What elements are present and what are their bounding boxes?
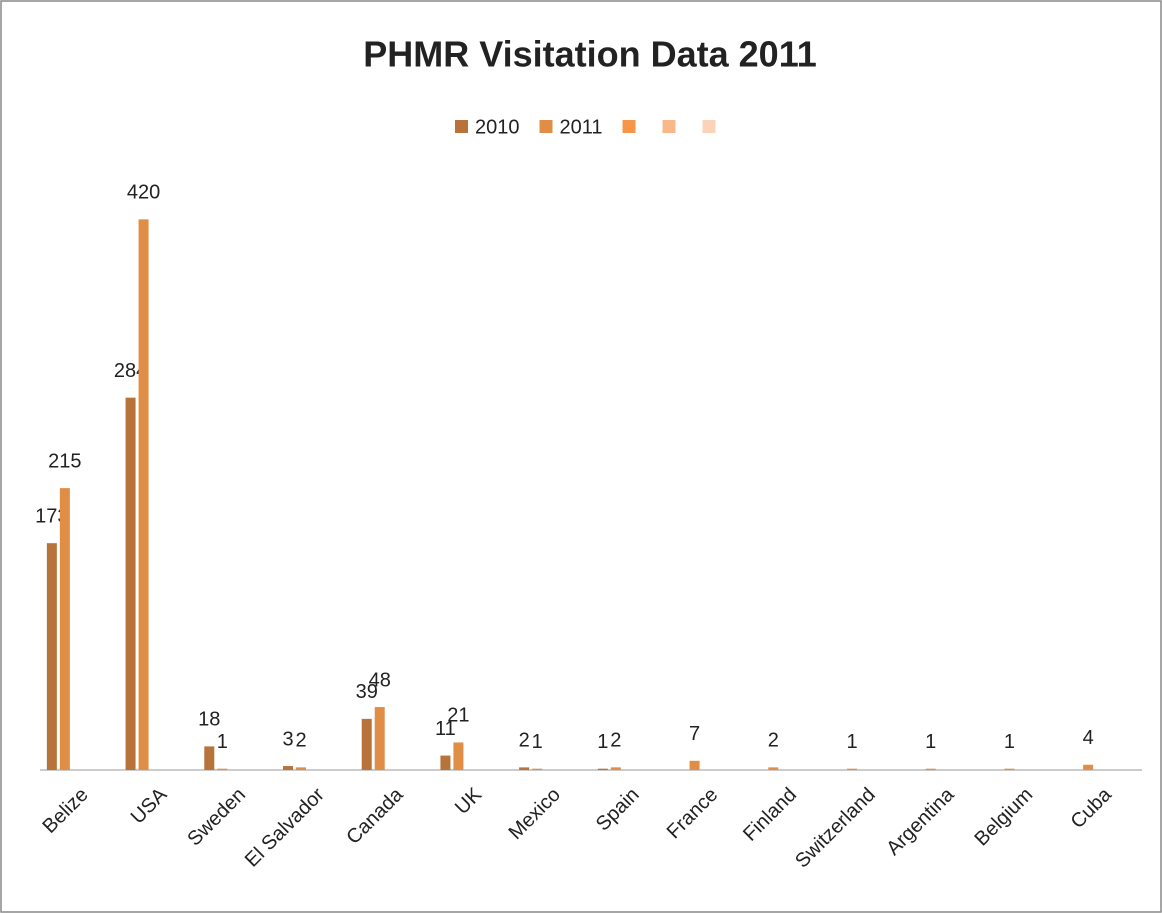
- data-label: 11: [435, 718, 456, 740]
- data-label: 2: [768, 730, 779, 752]
- bar: [440, 755, 451, 770]
- bar: [847, 768, 857, 770]
- bar: [374, 707, 385, 770]
- bar: [46, 543, 57, 770]
- bar: [597, 768, 608, 770]
- data-label: 215: [48, 450, 81, 472]
- bar: [361, 718, 372, 770]
- bar: [610, 767, 621, 770]
- legend-swatch: [702, 120, 716, 133]
- bar: [296, 767, 306, 770]
- data-label: 2: [519, 730, 530, 752]
- legend-swatch: [455, 120, 468, 133]
- bar: [519, 767, 530, 770]
- chart-title: PHMR Visitation Data 2011: [363, 34, 817, 75]
- data-label: 39: [356, 681, 378, 703]
- bar: [1083, 764, 1094, 770]
- data-label: 1: [532, 731, 543, 753]
- bar: [138, 219, 149, 771]
- bar: [532, 768, 543, 770]
- bar: [768, 767, 779, 770]
- data-label: 1: [217, 731, 228, 753]
- legend-swatch: [622, 120, 636, 133]
- data-label: 7: [689, 723, 700, 745]
- bar: [283, 766, 293, 770]
- data-label: 1: [597, 731, 608, 753]
- bar: [453, 742, 464, 770]
- data-label: 21: [447, 705, 469, 727]
- data-label: 1: [925, 731, 936, 753]
- bar: [689, 760, 700, 770]
- bar: [217, 768, 228, 770]
- bar: [1004, 768, 1015, 770]
- data-label: 420: [127, 182, 160, 204]
- data-label: 18: [198, 709, 220, 731]
- legend-swatch: [662, 120, 676, 133]
- data-label: 3: [282, 728, 293, 750]
- data-label: 2: [295, 730, 306, 752]
- data-label: 1: [846, 731, 857, 753]
- bar: [125, 397, 136, 770]
- data-label: 48: [369, 669, 391, 691]
- data-label: 2: [610, 730, 621, 752]
- legend-label: 2011: [560, 116, 603, 138]
- bar: [59, 488, 70, 770]
- legend-label: 2010: [475, 116, 520, 138]
- data-label: 4: [1083, 727, 1094, 749]
- bar: [925, 768, 936, 770]
- legend-swatch: [539, 120, 553, 133]
- bar: [204, 746, 215, 770]
- data-label: 1: [1004, 731, 1015, 753]
